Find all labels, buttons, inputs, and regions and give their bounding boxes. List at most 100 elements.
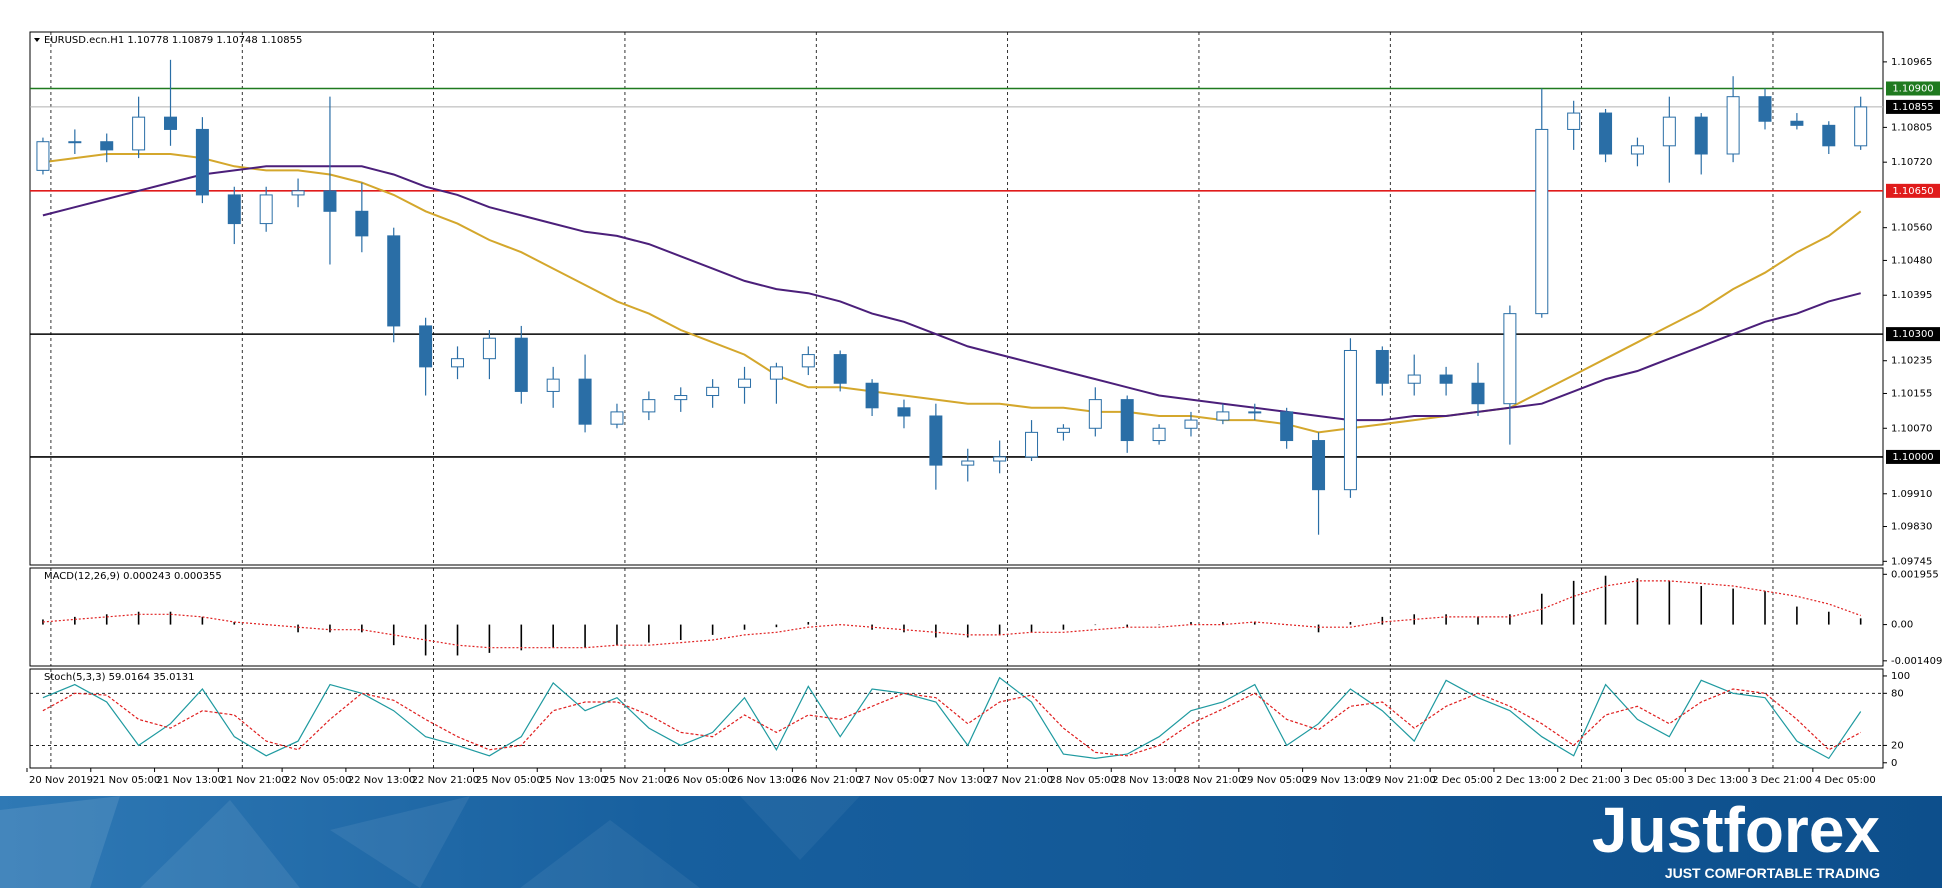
x-tick-label: 2 Dec 13:00 <box>1496 775 1557 786</box>
macd-bar <box>1572 580 1575 625</box>
banner: Justforex JUST COMFORTABLE TRADING <box>0 794 1942 888</box>
candle-body <box>100 141 114 151</box>
x-tick-label: 22 Nov 21:00 <box>412 775 479 786</box>
moving-average <box>42 153 1862 434</box>
candle-body <box>738 378 752 388</box>
candle-body <box>482 337 496 360</box>
candle-body <box>642 399 656 413</box>
last-price-label: 1.10855 <box>1892 102 1933 113</box>
macd-bar <box>456 624 459 656</box>
y-tick-label: 1.09830 <box>1891 522 1932 533</box>
candle-body <box>1343 349 1357 491</box>
stoch-signal <box>42 688 1861 757</box>
candle-body <box>1184 419 1198 429</box>
macd-bar <box>1477 616 1479 625</box>
y-tick-label: 1.10070 <box>1891 423 1932 434</box>
candle-body <box>1025 431 1039 458</box>
level-label-box <box>1886 81 1940 96</box>
x-tick-label: 25 Nov 05:00 <box>475 775 542 786</box>
macd-bar <box>74 616 76 625</box>
macd-bar <box>743 624 746 630</box>
candle-body <box>1471 382 1485 405</box>
y-tick-label: 1.10395 <box>1891 290 1932 301</box>
candle-body <box>1375 349 1389 384</box>
y-tick-label: -0.001409 <box>1891 656 1942 667</box>
x-tick-label: 26 Nov 05:00 <box>667 775 734 786</box>
banner-shape <box>140 800 300 888</box>
macd-bar <box>1094 624 1097 626</box>
macd-bar <box>329 624 331 633</box>
macd-bar <box>1764 591 1766 625</box>
candle-body <box>833 354 847 384</box>
macd-bar <box>488 624 491 653</box>
x-tick-label: 2 Dec 21:00 <box>1560 775 1621 786</box>
macd-bar <box>1859 618 1862 625</box>
macd-bar <box>648 624 650 643</box>
y-tick-label: 1.10155 <box>1891 388 1932 399</box>
level-label: 1.10000 <box>1892 452 1933 463</box>
candle-body <box>1312 440 1326 491</box>
x-tick-label: 29 Nov 21:00 <box>1368 775 1435 786</box>
x-tick-label: 3 Dec 13:00 <box>1687 775 1748 786</box>
candle-body <box>801 354 815 368</box>
macd-bar <box>137 611 140 625</box>
level-label-box <box>1886 327 1940 342</box>
macd-bar <box>1668 580 1671 625</box>
x-tick-label: 22 Nov 13:00 <box>348 775 415 786</box>
macd-bar <box>1381 616 1384 625</box>
banner-shape <box>0 796 120 888</box>
candle-body <box>355 210 369 237</box>
tagline: JUST COMFORTABLE TRADING <box>1665 865 1880 881</box>
macd-bar <box>1190 622 1192 625</box>
x-tick-label: 21 Nov 05:00 <box>93 775 160 786</box>
macd-bar <box>1509 614 1511 625</box>
macd-bar <box>1732 588 1734 625</box>
banner-shape <box>520 820 700 888</box>
x-tick-label: 25 Nov 13:00 <box>539 775 606 786</box>
macd-bar <box>105 614 108 625</box>
x-tick-label: 28 Nov 13:00 <box>1113 775 1180 786</box>
candle-body <box>706 386 720 397</box>
candle-body <box>1630 145 1644 155</box>
macd-bar <box>1827 611 1830 625</box>
candle-body <box>1216 411 1230 421</box>
macd-bar <box>616 624 618 646</box>
macd-bar <box>1253 622 1256 625</box>
macd-bar <box>361 624 363 633</box>
x-tick-label: 27 Nov 13:00 <box>922 775 989 786</box>
candle-body <box>897 407 911 417</box>
y-tick-label: 0.001955 <box>1891 569 1939 580</box>
macd-bar <box>233 622 236 625</box>
y-tick-label: 1.10560 <box>1891 223 1932 234</box>
y-tick-label: 100 <box>1891 671 1910 682</box>
x-tick-label: 27 Nov 05:00 <box>858 775 925 786</box>
candle-body <box>1567 112 1581 130</box>
macd-bar <box>1158 624 1160 626</box>
x-tick-label: 22 Nov 05:00 <box>284 775 351 786</box>
x-tick-label: 2 Dec 05:00 <box>1432 775 1493 786</box>
macd-bar <box>1030 624 1033 633</box>
candle-body <box>1599 112 1613 155</box>
macd-bar <box>1222 622 1224 625</box>
pane-title: MACD(12,26,9) 0.000243 0.000355 <box>44 571 222 582</box>
x-tick-label: 3 Dec 05:00 <box>1624 775 1685 786</box>
macd-signal <box>42 580 1861 649</box>
pane: Stoch(5,3,3) 59.0164 35.0131 100 80 20 0 <box>29 668 1910 769</box>
macd-bar <box>679 624 682 641</box>
macd-bar <box>903 624 905 633</box>
x-tick-label: 25 Nov 21:00 <box>603 775 670 786</box>
x-tick-label: 28 Nov 05:00 <box>1049 775 1116 786</box>
y-tick-label: 20 <box>1891 740 1904 751</box>
y-tick-label: 1.09745 <box>1891 556 1932 567</box>
candle-body <box>578 378 592 425</box>
level-label: 1.10300 <box>1892 329 1933 340</box>
x-tick-label: 26 Nov 13:00 <box>731 775 798 786</box>
banner-background <box>0 796 1942 888</box>
candle-body <box>1758 96 1772 122</box>
macd-bar <box>711 624 714 635</box>
banner-shape <box>740 796 860 860</box>
candle-body <box>291 190 305 196</box>
candle-body <box>1280 411 1294 442</box>
